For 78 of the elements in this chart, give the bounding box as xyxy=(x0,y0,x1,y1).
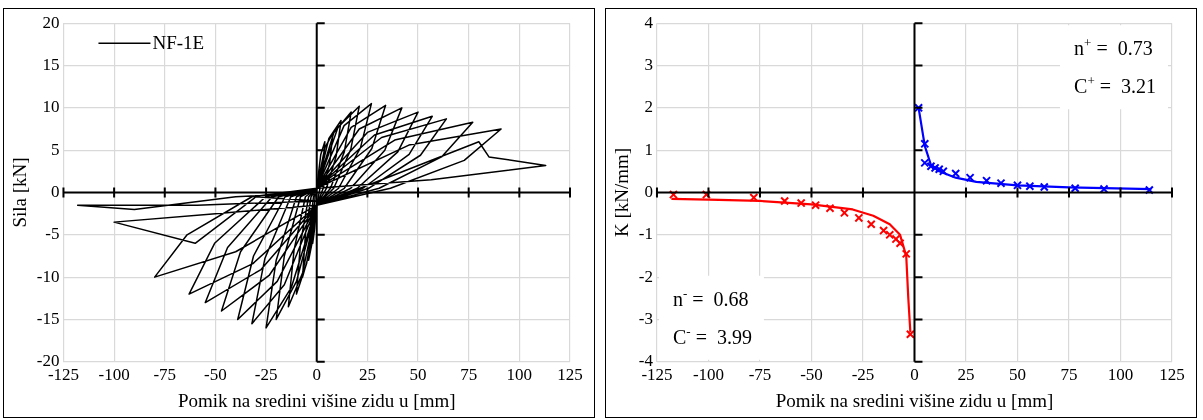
x-tick-label: 125 xyxy=(1159,365,1185,385)
x-tick-label: 50 xyxy=(409,365,427,385)
point xyxy=(901,249,911,259)
point xyxy=(934,164,944,174)
x-tick-label: -125 xyxy=(47,365,80,385)
point xyxy=(930,163,940,173)
point xyxy=(996,178,1006,188)
y-axis-title: K [kN/mm] xyxy=(611,147,633,238)
point xyxy=(839,208,849,218)
annotation: n+ = 0.73 xyxy=(1074,35,1153,60)
point xyxy=(1070,183,1080,193)
x-tick-label: -50 xyxy=(204,365,227,385)
x-tick-label: -100 xyxy=(98,365,130,385)
x-tick-label: -50 xyxy=(800,365,823,385)
point xyxy=(780,196,790,206)
point xyxy=(825,203,835,213)
annotation: C+ = 3.21 xyxy=(1074,73,1156,98)
x-tick-label: -75 xyxy=(748,365,772,385)
point xyxy=(811,200,821,210)
point xyxy=(1099,184,1109,194)
x-tick-label: -25 xyxy=(851,365,875,385)
point xyxy=(938,166,948,176)
point xyxy=(965,173,975,183)
x-tick-label: 0 xyxy=(910,365,919,385)
y-tick-label: -5 xyxy=(45,224,60,244)
x-tick-label: 25 xyxy=(957,365,975,385)
x-tick-label: 75 xyxy=(1060,365,1078,385)
x-tick-label: 0 xyxy=(312,365,321,385)
y-tick-label: -3 xyxy=(638,308,653,328)
y-tick-label: -15 xyxy=(36,308,60,328)
x-tick-label: 100 xyxy=(506,365,533,385)
annotation: n- = 0.68 xyxy=(672,285,749,310)
x-tick-label: -100 xyxy=(692,365,725,385)
point xyxy=(701,190,711,200)
point xyxy=(854,213,864,223)
point xyxy=(951,168,961,178)
point xyxy=(895,238,905,248)
point xyxy=(914,103,924,113)
y-tick-label: 5 xyxy=(50,139,60,159)
y-tick-label: 0 xyxy=(50,181,60,201)
point xyxy=(926,161,936,171)
point xyxy=(866,219,876,229)
y-tick-label: 3 xyxy=(644,54,653,74)
annotation: C- = 3.99 xyxy=(672,323,752,348)
y-tick-label: -2 xyxy=(638,266,653,286)
point xyxy=(1012,180,1023,190)
point xyxy=(1144,185,1154,195)
x-tick-label: 100 xyxy=(1107,365,1134,385)
y-tick-label: -10 xyxy=(36,266,60,286)
x-tick-label: 50 xyxy=(1008,365,1026,385)
y-tick-label: -1 xyxy=(638,224,653,244)
y-tick-label: 20 xyxy=(42,12,60,32)
point xyxy=(879,226,889,236)
x-axis-title: Pomik na sredini višine zidu u [mm] xyxy=(775,389,1054,411)
y-tick-label: 10 xyxy=(42,97,60,117)
point xyxy=(796,198,806,208)
x-tick-label: -125 xyxy=(641,365,673,385)
legend-label: NF-1E xyxy=(152,32,205,54)
point xyxy=(920,139,930,149)
x-tick-label: 125 xyxy=(557,365,583,385)
x-tick-label: 25 xyxy=(358,365,376,385)
x-tick-label: -25 xyxy=(254,365,278,385)
y-tick-label: 4 xyxy=(644,12,654,32)
point xyxy=(920,158,930,168)
point xyxy=(982,176,992,186)
y-tick-label: 15 xyxy=(42,54,60,74)
y-tick-label: 1 xyxy=(644,139,653,159)
x-axis-title: Pomik na sredini višine zidu u [mm] xyxy=(177,389,456,411)
y-tick-label: 2 xyxy=(644,97,653,117)
point xyxy=(1025,181,1035,191)
y-tick-label: 0 xyxy=(644,181,653,201)
y-axis-title: Sila [kN] xyxy=(9,157,31,228)
point xyxy=(885,230,895,240)
point xyxy=(749,193,759,203)
x-tick-label: -75 xyxy=(153,365,177,385)
x-tick-label: 75 xyxy=(460,365,478,385)
point xyxy=(891,234,901,244)
point xyxy=(1039,182,1049,192)
